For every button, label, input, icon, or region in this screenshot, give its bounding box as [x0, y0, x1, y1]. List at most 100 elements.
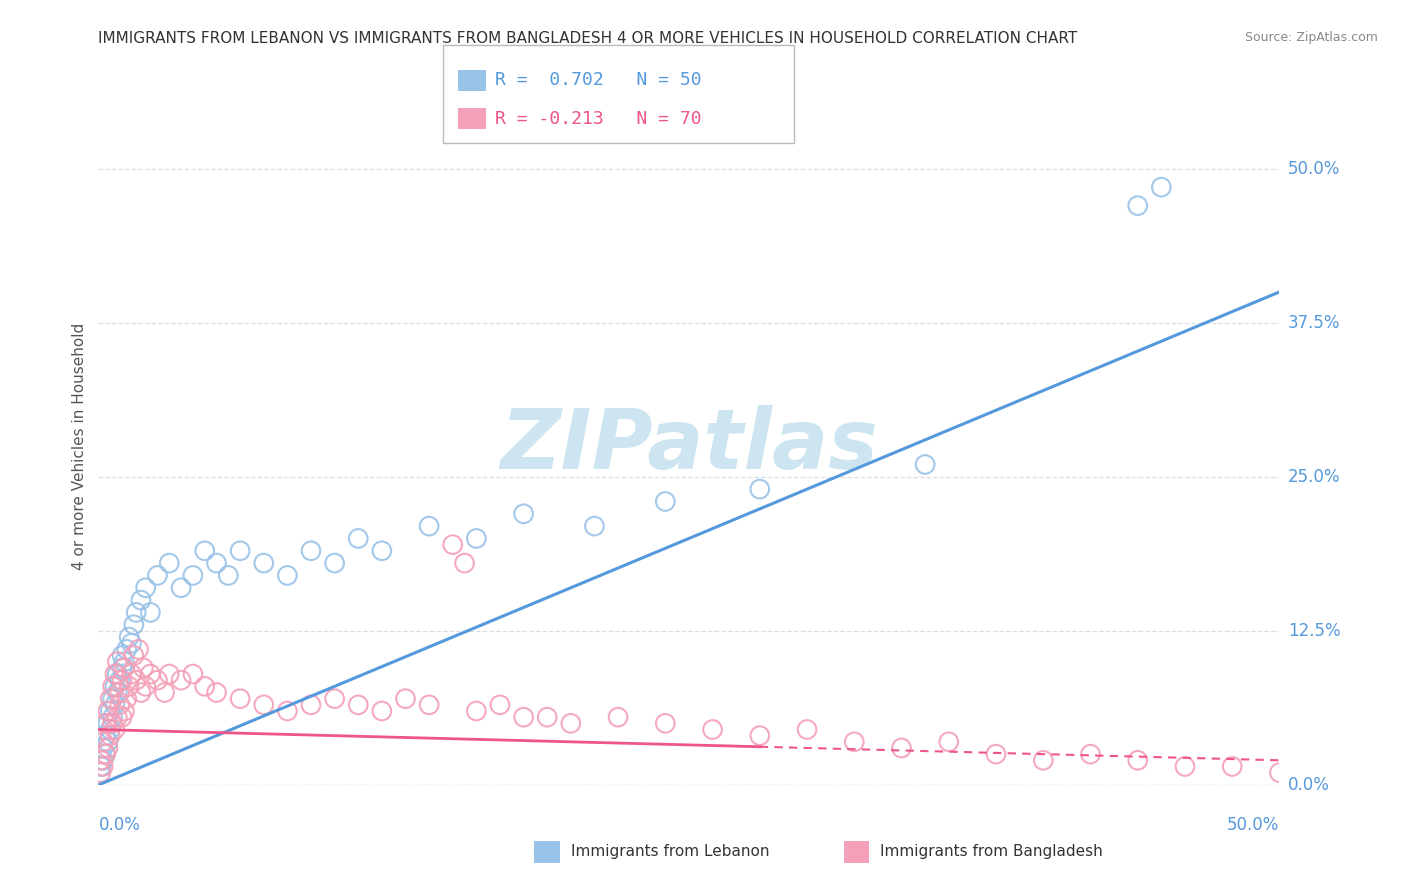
Point	[181, 568, 204, 582]
Point	[94, 747, 117, 761]
Point	[129, 593, 152, 607]
Point	[654, 494, 676, 508]
Point	[157, 556, 180, 570]
Text: IMMIGRANTS FROM LEBANON VS IMMIGRANTS FROM BANGLADESH 4 OR MORE VEHICLES IN HOUS: IMMIGRANTS FROM LEBANON VS IMMIGRANTS FR…	[98, 31, 1077, 46]
Text: 25.0%: 25.0%	[1288, 467, 1340, 486]
Text: 50.0%: 50.0%	[1288, 160, 1340, 178]
Point	[299, 698, 322, 712]
Text: 0.0%: 0.0%	[98, 816, 141, 834]
Point	[135, 581, 157, 595]
Point	[146, 568, 169, 582]
Point	[139, 606, 162, 620]
Point	[748, 729, 770, 743]
Point	[111, 648, 134, 663]
Point	[170, 581, 193, 595]
Point	[205, 685, 228, 699]
Point	[98, 691, 121, 706]
Point	[465, 532, 488, 546]
Point	[1126, 199, 1149, 213]
Point	[104, 679, 127, 693]
Point	[607, 710, 630, 724]
Point	[583, 519, 606, 533]
Text: Source: ZipAtlas.com: Source: ZipAtlas.com	[1244, 31, 1378, 45]
Text: R = -0.213   N = 70: R = -0.213 N = 70	[495, 110, 702, 128]
Point	[91, 735, 114, 749]
Text: R =  0.702   N = 50: R = 0.702 N = 50	[495, 71, 702, 89]
Text: 37.5%: 37.5%	[1288, 314, 1340, 332]
Point	[654, 716, 676, 731]
Point	[105, 710, 128, 724]
Text: 12.5%: 12.5%	[1288, 622, 1340, 640]
Point	[371, 543, 394, 558]
Point	[125, 606, 148, 620]
Text: 0.0%: 0.0%	[1288, 776, 1330, 794]
Point	[132, 661, 155, 675]
Point	[111, 673, 134, 688]
Text: ZIPatlas: ZIPatlas	[501, 406, 877, 486]
Point	[97, 704, 120, 718]
Point	[1220, 759, 1243, 773]
Point	[418, 519, 440, 533]
Point	[796, 723, 818, 737]
Point	[91, 753, 114, 767]
Point	[560, 716, 582, 731]
Point	[97, 741, 120, 756]
Point	[418, 698, 440, 712]
Point	[90, 759, 112, 773]
Point	[121, 667, 143, 681]
Point	[938, 735, 960, 749]
Point	[512, 710, 534, 724]
Point	[112, 704, 135, 718]
Point	[276, 568, 298, 582]
Point	[347, 532, 370, 546]
Point	[94, 716, 117, 731]
Point	[194, 543, 217, 558]
Point	[512, 507, 534, 521]
Point	[489, 698, 512, 712]
Point	[371, 704, 394, 718]
Point	[748, 482, 770, 496]
Point	[90, 753, 112, 767]
Point	[536, 710, 558, 724]
Point	[1126, 753, 1149, 767]
Point	[157, 667, 180, 681]
Point	[229, 543, 252, 558]
Point	[94, 747, 117, 761]
Point	[108, 685, 131, 699]
Point	[135, 679, 157, 693]
Point	[115, 642, 138, 657]
Point	[299, 543, 322, 558]
Point	[112, 655, 135, 669]
Point	[441, 538, 464, 552]
Point	[98, 704, 121, 718]
Point	[394, 691, 416, 706]
Point	[914, 458, 936, 472]
Text: Immigrants from Lebanon: Immigrants from Lebanon	[571, 845, 769, 859]
Point	[91, 741, 114, 756]
Point	[323, 556, 346, 570]
Point	[121, 636, 143, 650]
Point	[108, 673, 131, 688]
Point	[125, 673, 148, 688]
Point	[122, 648, 145, 663]
Point	[118, 630, 141, 644]
Point	[253, 698, 276, 712]
Point	[194, 679, 217, 693]
Point	[170, 673, 193, 688]
Point	[323, 691, 346, 706]
Point	[101, 710, 124, 724]
Y-axis label: 4 or more Vehicles in Household: 4 or more Vehicles in Household	[72, 322, 87, 570]
Point	[984, 747, 1007, 761]
Point	[205, 556, 228, 570]
Point	[105, 667, 128, 681]
Point	[1174, 759, 1197, 773]
Point	[104, 698, 127, 712]
Point	[101, 716, 124, 731]
Point	[111, 661, 134, 675]
Text: 50.0%: 50.0%	[1227, 816, 1279, 834]
Point	[253, 556, 276, 570]
Point	[129, 685, 152, 699]
Point	[115, 691, 138, 706]
Point	[347, 698, 370, 712]
Point	[1268, 765, 1291, 780]
